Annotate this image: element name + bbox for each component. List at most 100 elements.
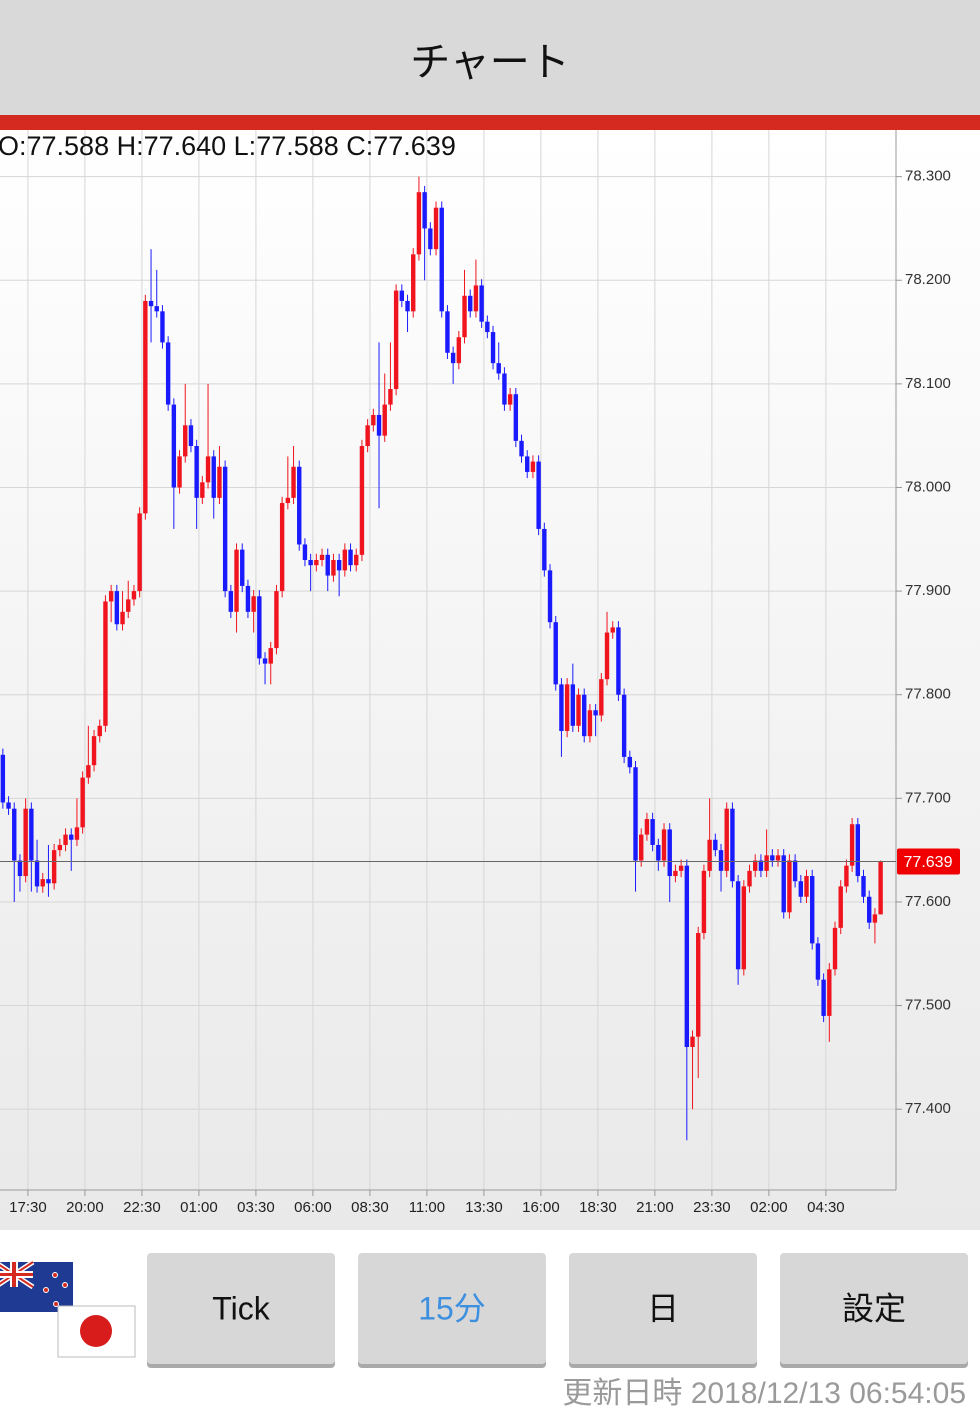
candle-body — [838, 886, 843, 928]
candle-body — [445, 311, 450, 353]
candle-body — [570, 684, 576, 726]
tab-button[interactable]: 設定 — [780, 1253, 968, 1368]
button-label[interactable]: 設定 — [842, 1290, 906, 1326]
candle-body — [325, 554, 330, 576]
candle-body — [274, 591, 279, 649]
candle-body — [507, 394, 513, 405]
x-tick-label: 04:30 — [807, 1199, 845, 1216]
candle-body — [63, 834, 68, 845]
candle-body — [792, 860, 798, 882]
candle-body — [359, 446, 365, 555]
candle-body — [553, 622, 558, 685]
candle-body — [165, 342, 171, 405]
candle-body — [34, 860, 40, 887]
button-face — [780, 1253, 968, 1364]
candle-body — [114, 591, 120, 625]
candle-body — [519, 440, 524, 457]
header-title: チャート — [410, 41, 570, 85]
candle-body — [382, 404, 387, 436]
x-tick-label: 16:00 — [522, 1199, 560, 1216]
candle-body — [177, 456, 182, 488]
candle-body — [633, 767, 638, 861]
candle-body — [302, 544, 308, 561]
y-tick-label: 77.600 — [905, 893, 951, 910]
y-tick-label: 77.800 — [905, 686, 951, 703]
candle-body — [376, 414, 382, 436]
candle-body — [821, 979, 826, 1016]
candle-body — [678, 865, 684, 871]
candle-body — [849, 824, 855, 866]
candle-body — [861, 876, 866, 897]
candle-body — [291, 466, 296, 498]
candle-body — [496, 363, 501, 374]
header-bar — [0, 0, 980, 115]
candle-body — [690, 1036, 695, 1048]
candle-body — [815, 943, 821, 980]
candle-body — [530, 461, 536, 472]
candle-body — [582, 694, 587, 737]
candle-body — [781, 855, 786, 913]
candle-body — [639, 834, 644, 861]
candle-body — [753, 860, 758, 871]
candle-body — [103, 601, 108, 726]
candle-body — [650, 819, 655, 845]
candle-body — [713, 839, 718, 851]
candle-body — [741, 886, 747, 970]
jp-flag — [57, 1305, 136, 1358]
candle-body — [137, 513, 142, 592]
candle-body — [775, 855, 781, 861]
candle-body — [867, 896, 872, 923]
y-tick-label: 77.900 — [905, 582, 951, 599]
x-tick-label: 20:00 — [66, 1199, 104, 1216]
y-tick-label: 78.300 — [905, 168, 951, 185]
candle-body — [319, 554, 325, 561]
candle-body — [308, 560, 313, 566]
candle-body — [844, 865, 849, 887]
button-label[interactable]: 日 — [647, 1290, 679, 1326]
nz-flag — [0, 1259, 73, 1312]
candle-body — [718, 850, 724, 871]
candle-body — [730, 808, 735, 882]
candle-body — [479, 285, 484, 322]
tab-button[interactable]: 日 — [569, 1253, 757, 1368]
candle-body — [251, 596, 256, 612]
candle-body — [872, 914, 878, 923]
candle-body — [490, 332, 496, 364]
current-price-label: 77.639 — [904, 854, 953, 871]
candle-body — [80, 777, 85, 828]
x-tick-label: 18:30 — [579, 1199, 617, 1216]
button-label[interactable]: 15分 — [418, 1290, 486, 1326]
candle-body — [188, 425, 194, 447]
candle-body — [764, 855, 769, 871]
candle-body — [405, 300, 410, 312]
x-tick-label: 23:30 — [693, 1199, 731, 1216]
candle-body — [143, 300, 148, 514]
candle-body — [29, 808, 34, 861]
y-tick-label: 78.000 — [905, 478, 951, 495]
candle-body — [411, 254, 416, 312]
candle-body — [371, 414, 376, 426]
button-label[interactable]: Tick — [212, 1290, 270, 1326]
candle-body — [126, 599, 131, 612]
candle-body — [200, 482, 205, 498]
tab-button[interactable]: 15分 — [358, 1253, 546, 1368]
button-face — [358, 1253, 546, 1364]
candle-body — [661, 829, 667, 861]
candle-body — [468, 295, 473, 312]
candle-body — [644, 819, 650, 835]
tab-button[interactable]: Tick — [147, 1253, 335, 1368]
candle-body — [91, 736, 97, 766]
x-tick-label: 21:00 — [636, 1199, 674, 1216]
candle-body — [257, 596, 262, 659]
candle-body — [23, 808, 28, 877]
candle-body — [268, 648, 273, 664]
button-face — [569, 1253, 757, 1364]
candle-body — [354, 554, 359, 566]
x-tick-label: 13:30 — [465, 1199, 503, 1216]
candle-body — [228, 591, 234, 612]
candle-body — [183, 425, 188, 457]
candle-body — [342, 549, 348, 571]
candle-body — [513, 394, 519, 441]
candle-body — [74, 827, 80, 840]
